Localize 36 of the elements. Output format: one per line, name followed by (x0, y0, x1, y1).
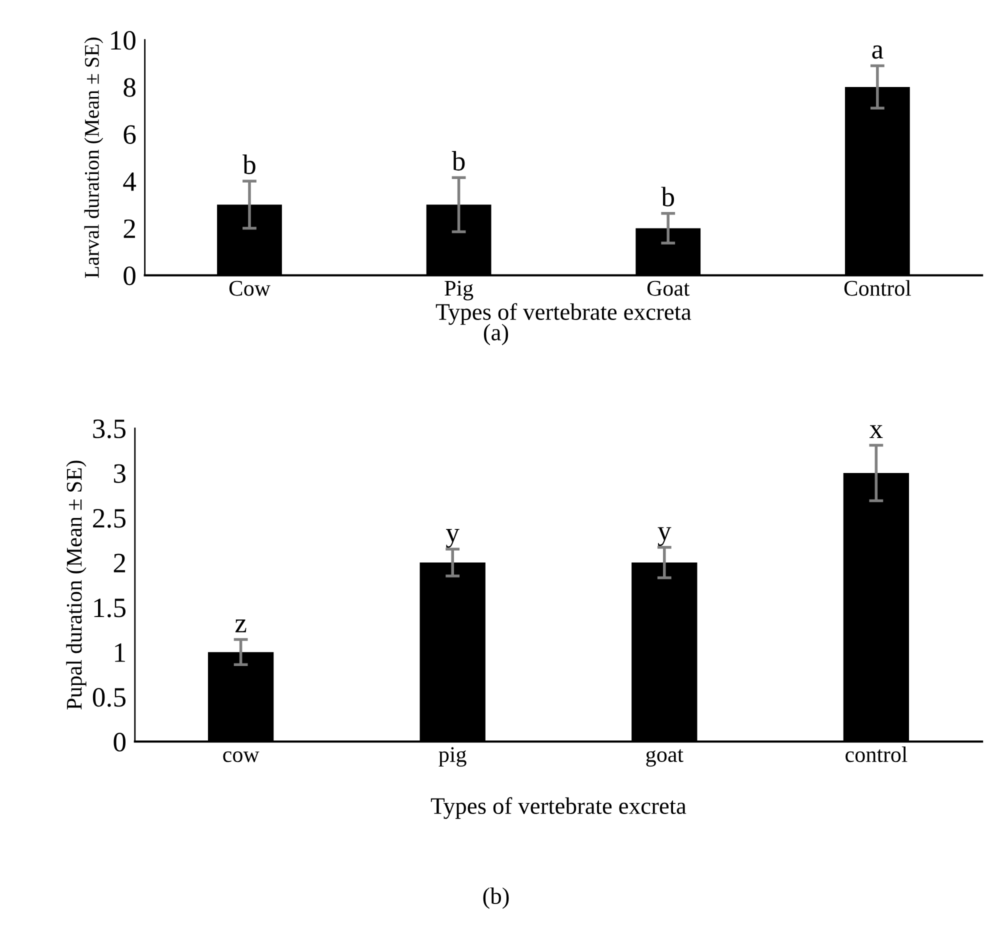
x-axis-title: Types of vertebrate excreta (436, 303, 692, 325)
y-tick-label: 0 (114, 732, 126, 752)
y-axis-title: Larval duration (Mean ± SE) (84, 38, 104, 278)
text: (a) (484, 324, 508, 346)
annotation: y (658, 527, 672, 546)
y-tick-label: 6 (124, 125, 136, 144)
y-tick-label: 3.5 (93, 420, 126, 438)
annotation: b (242, 154, 256, 174)
x-tick-label: cow (223, 751, 260, 762)
annotation: z (235, 619, 246, 632)
annotation: x (869, 425, 883, 438)
y-tick-label: 3 (114, 464, 126, 483)
x-tick-label: goat (646, 749, 684, 767)
x-tick-label: control (846, 746, 908, 762)
annotation: b (661, 186, 674, 206)
x-tick-label: Pig (444, 280, 474, 300)
x-tick-label: Control (844, 280, 911, 296)
y-tick-label: 1.5 (94, 598, 126, 618)
x-tick-label: pig (438, 747, 466, 767)
y-tick-label: 2 (114, 554, 126, 572)
y-tick-label: 2 (124, 219, 135, 238)
y-tick-label: 0 (124, 266, 136, 286)
text: (b) (483, 887, 509, 909)
annotation: b (452, 151, 465, 171)
y-tick-label: 4 (123, 172, 136, 191)
y-axis-title: Pupal duration (Mean ± SE) (66, 460, 86, 710)
annotation: y (446, 528, 460, 548)
y-tick-label: 0.5 (92, 688, 126, 707)
x-tick-label: Cow (229, 280, 270, 296)
y-tick-label: 1 (115, 643, 125, 662)
x-tick-label: Goat (647, 280, 690, 296)
x-axis-title: Types of vertebrate excreta (430, 797, 686, 819)
y-tick-label: 8 (124, 78, 136, 97)
annotation: a (872, 45, 884, 59)
y-tick-label: 2.5 (93, 509, 126, 528)
y-tick-label: 10 (111, 31, 136, 50)
